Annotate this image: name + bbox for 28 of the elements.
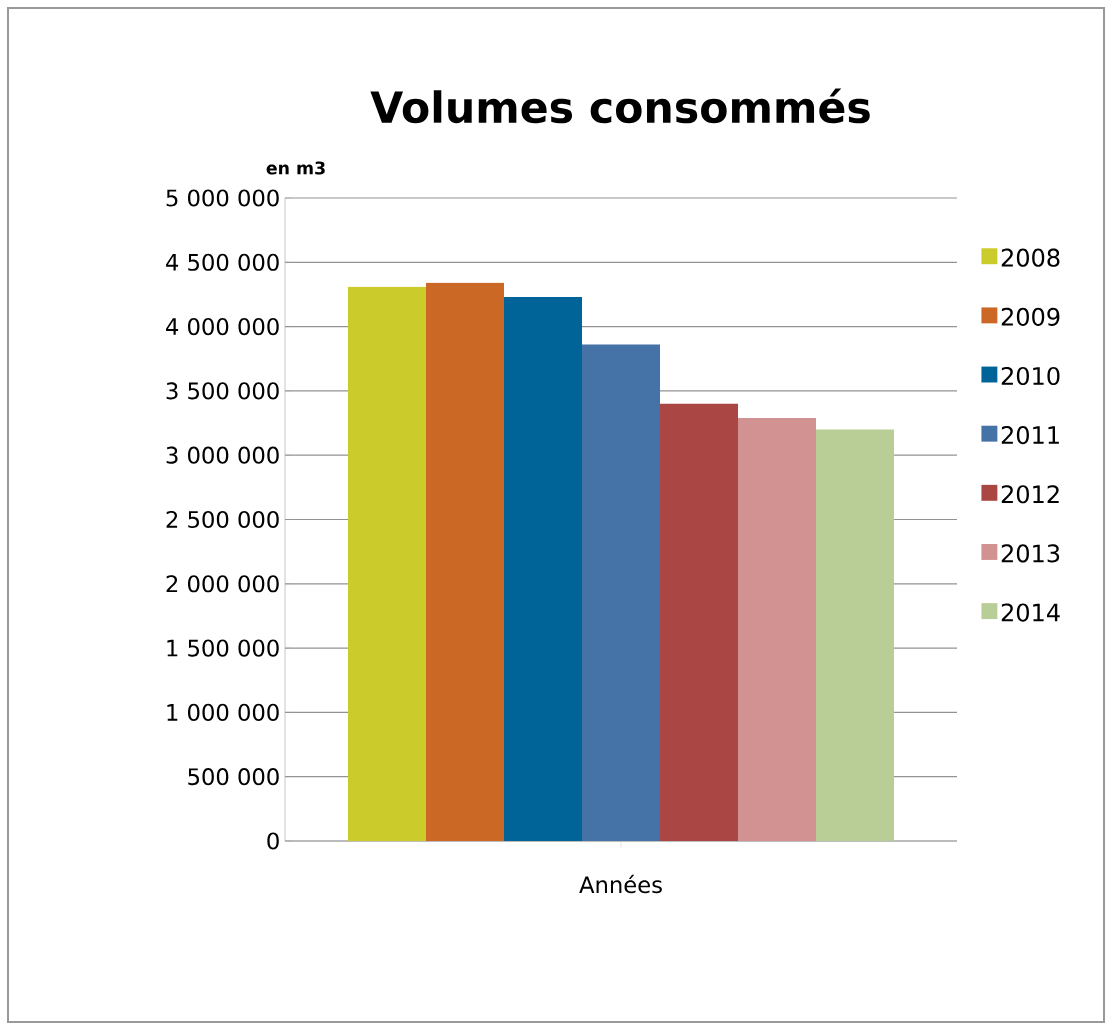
legend-label: 2011	[1001, 426, 1059, 445]
bar	[738, 417, 817, 841]
y-tick-label: 2 500 000	[166, 510, 279, 529]
y-tick-label: 0	[267, 832, 279, 850]
y-tick-label: 1 500 000	[167, 639, 279, 657]
y-tick-label: 4 500 000	[166, 253, 279, 271]
legend-label: 2009	[1001, 307, 1060, 326]
legend-label: 2013	[1001, 544, 1060, 563]
bar	[426, 282, 505, 841]
y-tick-label: 500 000	[188, 768, 279, 786]
bar	[582, 344, 661, 841]
y-tick-label: 3 500 000	[166, 382, 279, 400]
bar	[816, 429, 895, 841]
bar	[660, 403, 739, 841]
legend-label: 2014	[1001, 603, 1060, 622]
y-tick-label: 3 000 000	[166, 446, 279, 464]
legend-label: 2012	[1001, 485, 1059, 504]
legend-label: 2010	[1001, 366, 1060, 386]
bar	[348, 286, 427, 841]
legend-label: 2008	[1001, 248, 1060, 267]
chart-title: Volumes consommés	[370, 88, 870, 124]
x-axis-title: Années	[579, 874, 662, 894]
bar	[504, 297, 583, 841]
y-tick-label: 1 000 000	[167, 703, 279, 721]
y-axis-title: en m3	[266, 161, 325, 175]
y-tick-label: 2 000 000	[166, 575, 279, 593]
y-tick-label: 4 000 000	[166, 318, 279, 336]
y-tick-label: 5 000 000	[166, 189, 279, 207]
